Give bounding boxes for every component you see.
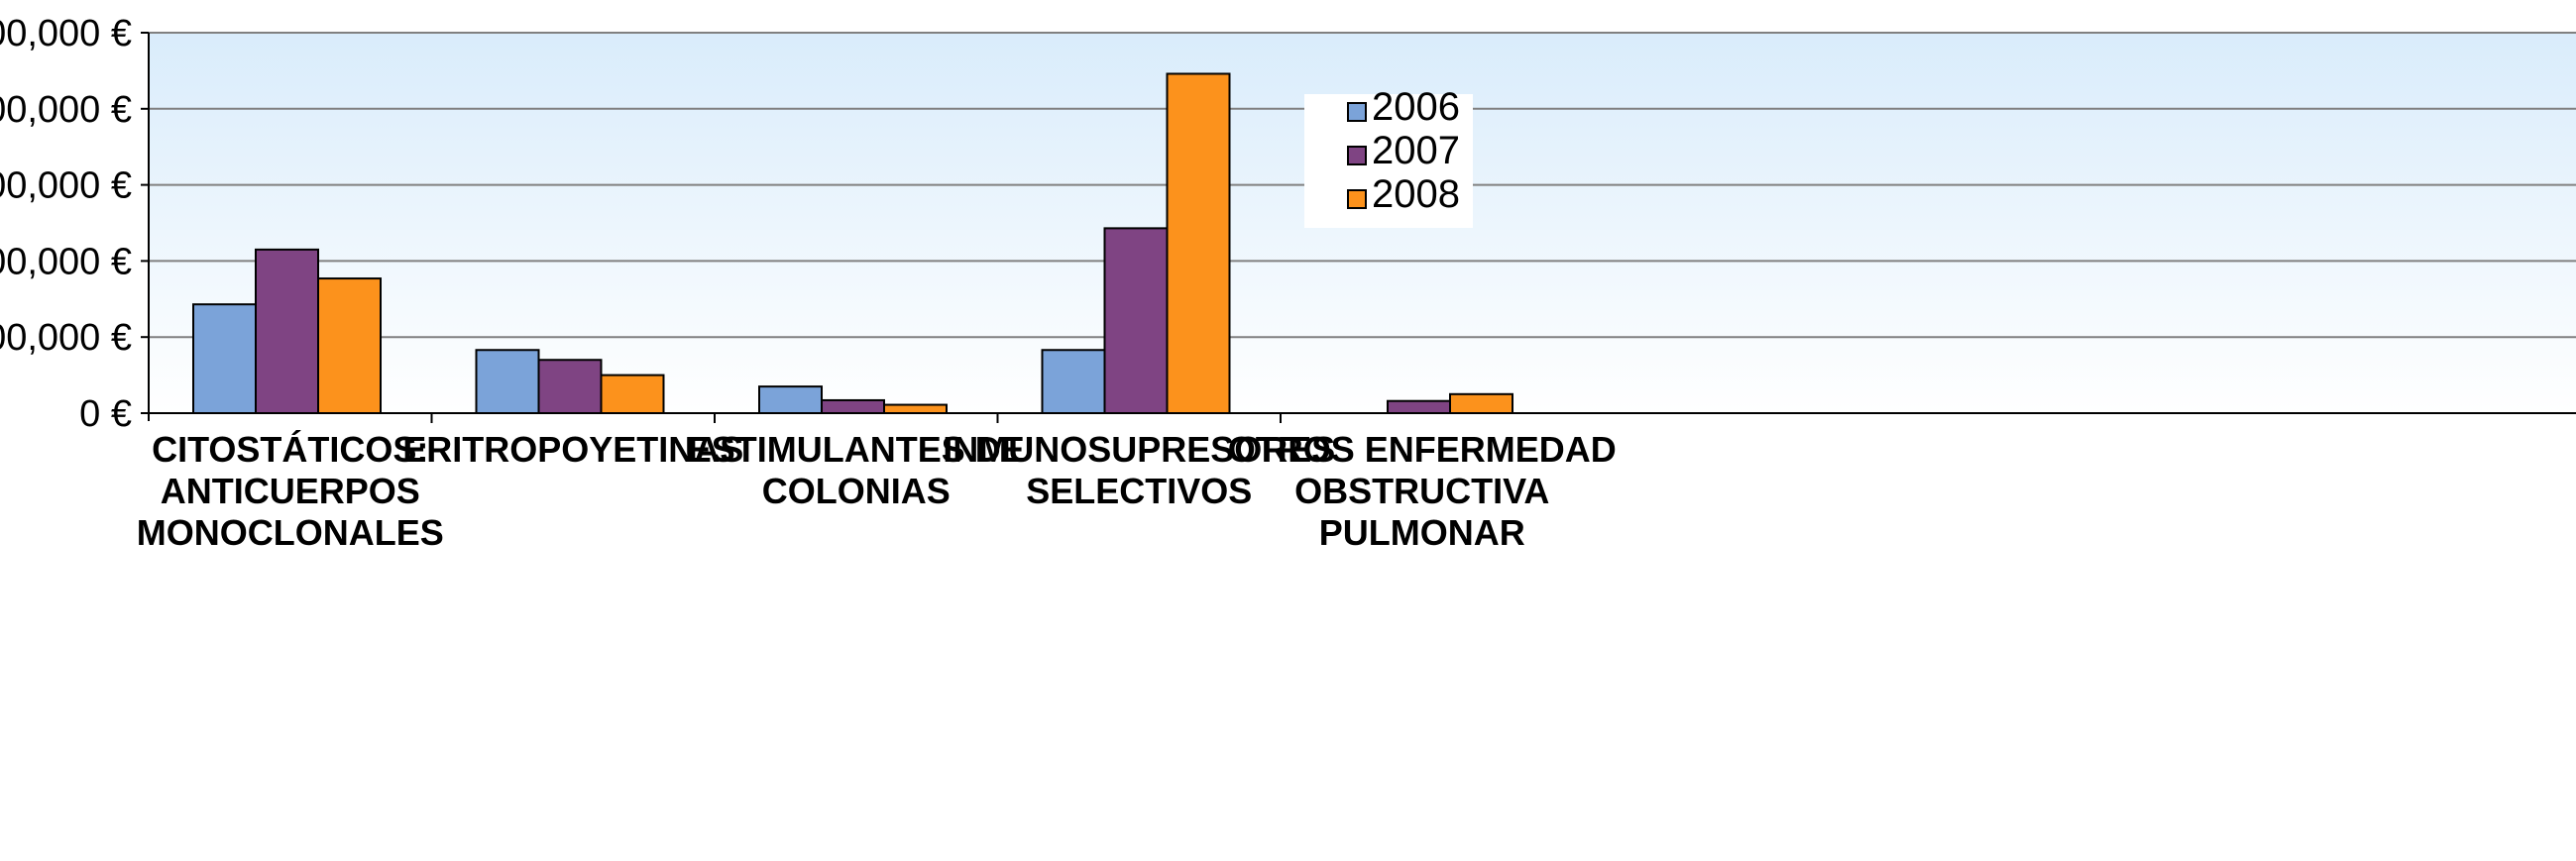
bar-2008 <box>600 374 665 415</box>
bar-2007 <box>1387 399 1451 415</box>
bar-2007 <box>255 248 319 414</box>
bars <box>192 72 1513 415</box>
bar-2008 <box>883 403 948 415</box>
bar-2006 <box>1041 349 1106 415</box>
y-tick-label: 400,000 € <box>0 89 132 131</box>
legend-label-2007: 2007 <box>1372 129 1460 172</box>
axes <box>141 32 2576 423</box>
legend-label-2008: 2008 <box>1372 172 1460 216</box>
legend-swatch-2006 <box>1347 102 1367 122</box>
x-category-label: OTROS ENFERMEDAD OBSTRUCTIVA PULMONAR <box>1228 429 1617 553</box>
y-tick-label: 200,000 € <box>0 241 132 282</box>
bar-2006 <box>758 385 823 414</box>
bar-2007 <box>1103 227 1169 414</box>
bar-2008 <box>1449 392 1513 414</box>
bar-2006 <box>192 303 257 414</box>
bar-2008 <box>1166 72 1231 415</box>
bar-2007 <box>537 359 603 414</box>
y-tick-labels: 0 € 100,000 € 200,000 € 300,000 € 400,000 € 5… <box>0 13 132 435</box>
x-category-label: ESTIMULANTES DE COLONIAS <box>688 429 1025 511</box>
x-category-label: INMUNOSUPRESORES SELECTIVOS <box>943 429 1335 511</box>
y-tick-label: 500,000 € <box>0 13 132 54</box>
x-category-label: CITOSTÁTICOS: ANTICUERPOS MONOCLONALES <box>137 429 444 553</box>
x-category-label: ERITROPOYETINAS <box>402 429 743 470</box>
legend-label-2006: 2006 <box>1372 85 1460 129</box>
y-tick-label: 100,000 € <box>0 317 132 359</box>
legend-swatch-2007 <box>1347 146 1367 165</box>
bar-2008 <box>317 277 382 414</box>
bar-2006 <box>475 349 540 415</box>
y-tick-label: 0 € <box>79 393 132 435</box>
legend-swatch-2008 <box>1347 189 1367 209</box>
legend-box <box>1304 94 1473 228</box>
x-category-labels: CITOSTÁTICOS: ANTICUERPOS MONOCLONALESERIT… <box>137 429 1617 553</box>
y-tick-label: 300,000 € <box>0 165 132 207</box>
bar-2007 <box>821 398 885 414</box>
